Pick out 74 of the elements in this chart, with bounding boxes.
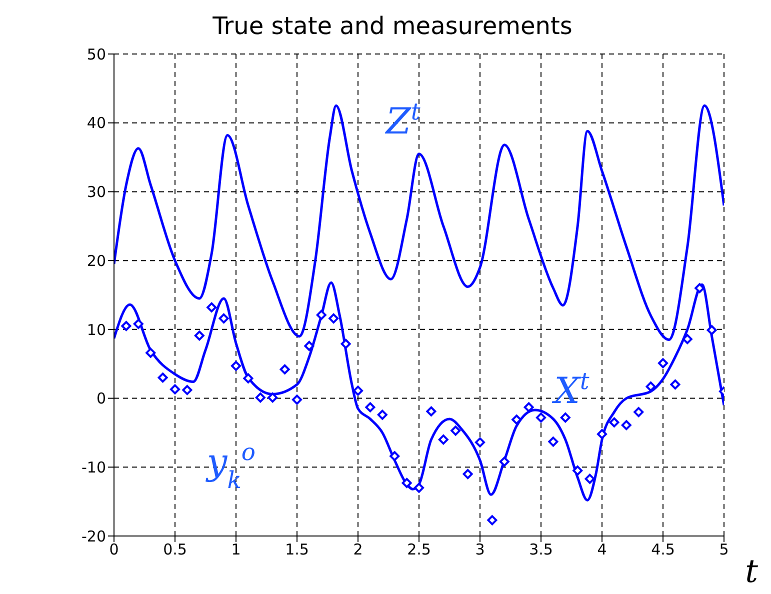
point xyxy=(170,384,180,394)
x-tick-label: 3 xyxy=(475,540,485,559)
y-tick-label: 10 xyxy=(86,320,106,339)
point xyxy=(414,482,424,493)
point xyxy=(316,310,326,320)
line-series xyxy=(114,104,724,342)
point xyxy=(121,320,132,331)
chart-title: True state and measurements xyxy=(212,12,574,40)
point xyxy=(462,469,473,480)
point xyxy=(353,386,363,396)
point xyxy=(182,385,192,396)
series-label: Z$^{t}$ xyxy=(384,98,421,143)
x-tick-label: 4.5 xyxy=(651,540,675,559)
point xyxy=(621,420,632,430)
y-tick-label: 40 xyxy=(86,114,106,132)
point xyxy=(218,313,229,324)
point xyxy=(402,478,412,488)
point xyxy=(280,364,290,374)
x-tick-label: 1 xyxy=(231,540,241,559)
line-series xyxy=(114,281,724,502)
point xyxy=(572,466,583,476)
point xyxy=(609,417,620,428)
x-tick-label: 3.5 xyxy=(529,540,553,559)
point xyxy=(255,392,266,403)
point xyxy=(499,456,510,467)
point xyxy=(670,380,680,390)
x-tick-label: 1.5 xyxy=(285,540,309,559)
point xyxy=(694,283,705,294)
x-tick-label: 0.5 xyxy=(163,540,187,559)
x-tick-label: 4 xyxy=(597,540,607,559)
point xyxy=(682,334,692,344)
point xyxy=(340,338,351,349)
x-tick-label: 2.5 xyxy=(407,540,431,559)
point xyxy=(292,394,302,405)
y-tick-label: -20 xyxy=(82,527,106,546)
point xyxy=(584,474,595,484)
point xyxy=(634,407,644,418)
y-tick-label: 50 xyxy=(86,45,106,64)
point xyxy=(487,515,498,526)
point xyxy=(243,373,254,384)
point xyxy=(390,451,400,462)
x-tick-label: 2 xyxy=(353,540,363,559)
point xyxy=(548,436,558,447)
x-axis-title: t xyxy=(745,552,758,590)
point xyxy=(658,358,668,368)
y-tick-label: 30 xyxy=(86,183,106,202)
point xyxy=(524,402,534,412)
point xyxy=(328,313,339,324)
point xyxy=(133,318,144,329)
point xyxy=(377,410,388,420)
point xyxy=(475,437,485,448)
point xyxy=(194,330,204,341)
point xyxy=(206,302,217,312)
point xyxy=(268,392,278,403)
x-tick-label: 0 xyxy=(109,540,119,559)
point xyxy=(365,402,376,412)
series-label: X$^{t}$ xyxy=(551,367,590,412)
point xyxy=(646,382,656,392)
point xyxy=(158,372,168,383)
point xyxy=(597,429,607,440)
point xyxy=(560,412,570,423)
point xyxy=(512,414,522,425)
point xyxy=(304,340,314,351)
y-tick-label: 0 xyxy=(96,390,106,408)
point xyxy=(231,360,241,371)
point xyxy=(146,348,156,358)
point xyxy=(426,406,436,416)
y-tick-label: -10 xyxy=(82,458,106,476)
y-tick-label: 20 xyxy=(86,252,106,270)
x-tick-label: 5 xyxy=(719,540,729,559)
point xyxy=(536,412,546,423)
point xyxy=(706,325,717,336)
point xyxy=(450,426,461,436)
point xyxy=(438,434,448,445)
